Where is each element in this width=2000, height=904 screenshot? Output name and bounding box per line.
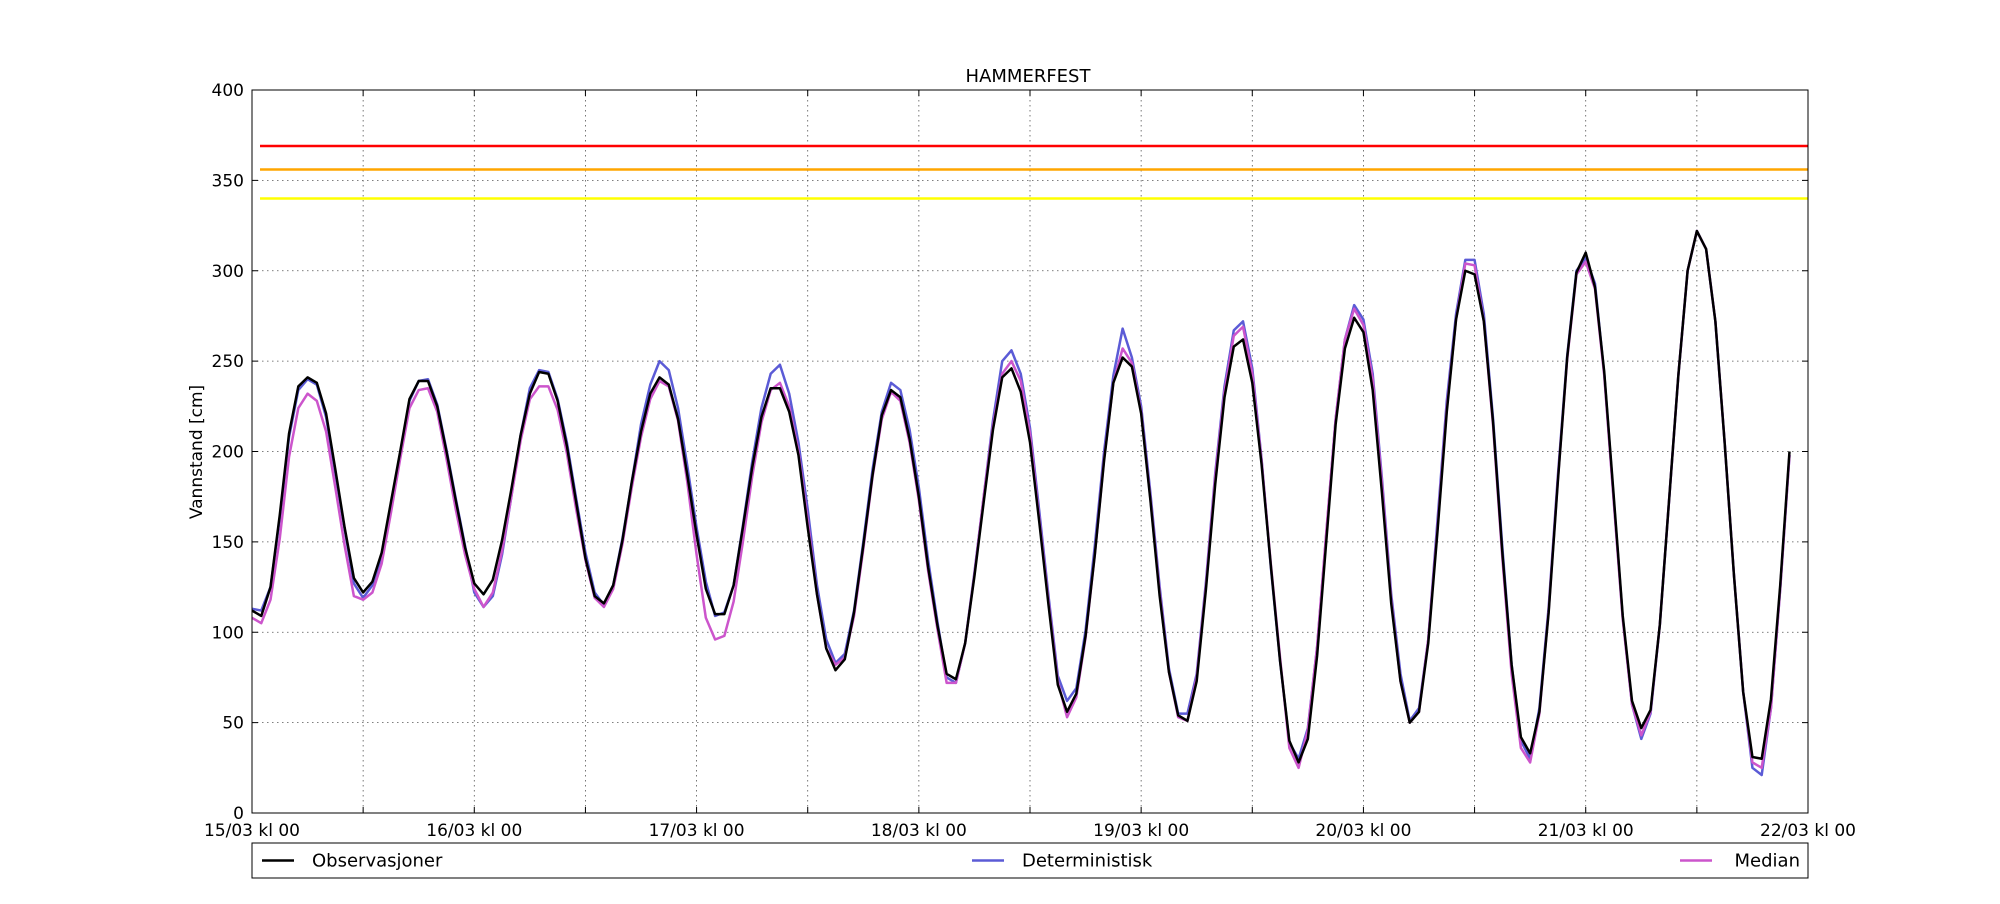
series-line-deterministisk	[251, 229, 1791, 777]
y-tick-label: 400	[212, 81, 244, 101]
x-tick-label: 20/03 kl 00	[1315, 821, 1411, 841]
y-tick-label: 250	[212, 352, 244, 372]
y-tick-label: 0	[233, 804, 244, 824]
series-line-median	[251, 229, 1791, 770]
chart-title: HAMMERFEST	[966, 66, 1092, 87]
series-lines	[251, 229, 1791, 777]
x-tick-label: 21/03 kl 00	[1538, 821, 1634, 841]
legend-box	[251, 842, 1809, 879]
y-tick-label: 50	[222, 714, 244, 734]
y-tick-label: 300	[212, 262, 244, 282]
y-tick-label: 200	[212, 443, 244, 463]
x-tick-label: 17/03 kl 00	[649, 821, 745, 841]
x-tick-label: 16/03 kl 00	[426, 821, 522, 841]
plot-frame	[251, 89, 1809, 814]
x-tick-label: 19/03 kl 00	[1093, 821, 1189, 841]
threshold-lines	[260, 144, 1808, 200]
legend: Observasjoner Deterministisk Median	[251, 842, 1809, 879]
series-line-observasjoner	[251, 229, 1791, 764]
y-tick-label: 350	[212, 171, 244, 191]
x-tick-label: 15/03 kl 00	[204, 821, 300, 841]
y-tick-label: 100	[212, 623, 244, 643]
axis-ticks: 0 50 100 150 200 250 300 350 400 15/03 kl 00 16/03…	[204, 81, 1856, 841]
x-tick-label: 22/03 kl 00	[1760, 821, 1856, 841]
x-tick-label: 18/03 kl 00	[871, 821, 967, 841]
legend-label-deterministisk: Deterministisk	[1022, 851, 1153, 872]
y-axis-label: Vannstand [cm]	[187, 385, 207, 519]
legend-label-observasjoner: Observasjoner	[312, 851, 443, 872]
legend-label-median: Median	[1735, 851, 1800, 872]
y-tick-label: 150	[212, 533, 244, 553]
